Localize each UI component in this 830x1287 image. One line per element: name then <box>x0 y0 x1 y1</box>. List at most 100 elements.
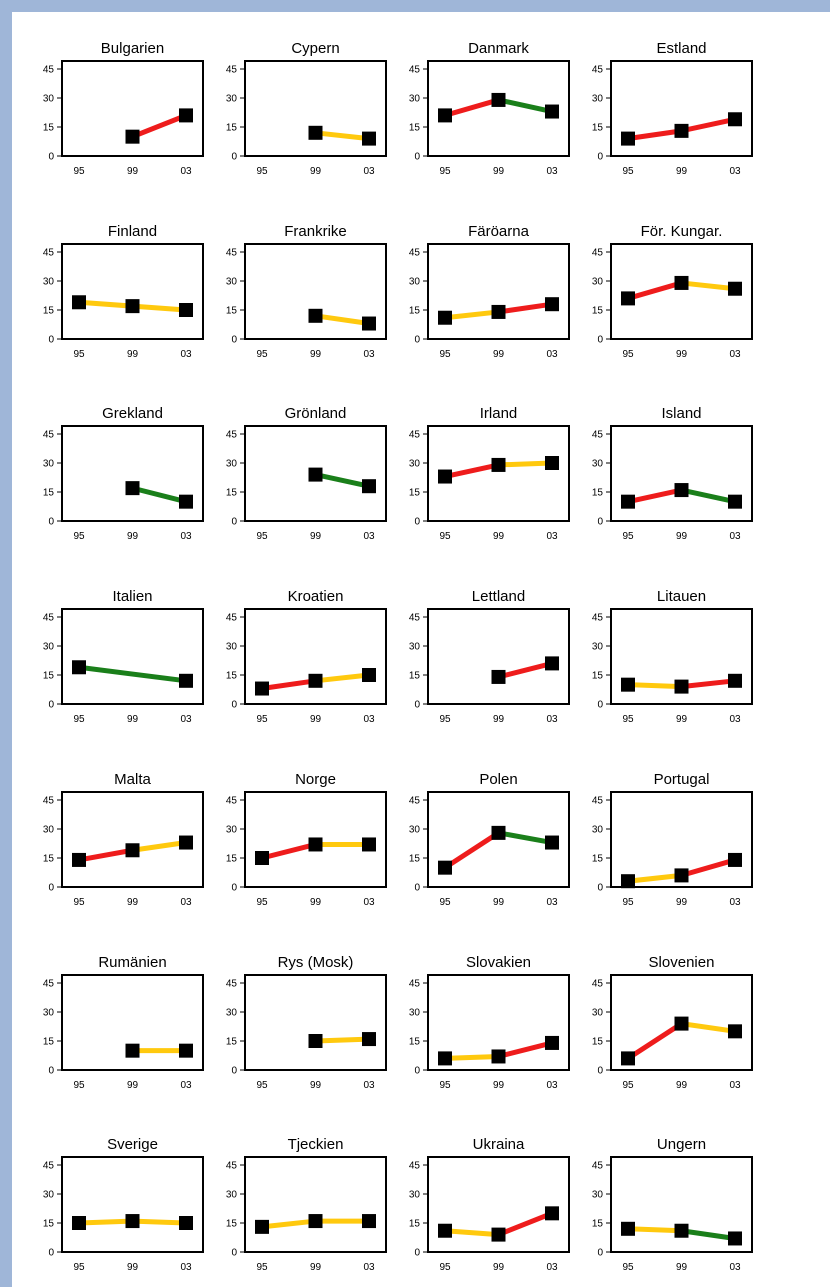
data-point-marker <box>728 673 742 688</box>
x-tick-label: 99 <box>493 897 505 908</box>
y-tick-label: 0 <box>414 152 420 163</box>
data-point-marker <box>179 1043 193 1058</box>
series-segment <box>625 1021 684 1061</box>
y-tick-label: 0 <box>414 883 420 894</box>
x-tick-label: 03 <box>180 714 192 725</box>
x-tick-label: 95 <box>439 166 451 177</box>
series-segment <box>130 303 189 313</box>
panel-title: Norge <box>295 771 336 788</box>
panel-tjeckien: Tjeckien 0 15 30 45 95 99 03 <box>226 1136 387 1273</box>
data-point-marker <box>728 852 742 867</box>
x-tick-label: 95 <box>256 714 268 725</box>
panel-polen: Polen 0 15 30 45 95 99 03 <box>409 771 570 908</box>
y-tick-label: 30 <box>226 459 238 470</box>
x-tick-label: 95 <box>439 714 451 725</box>
y-tick-label: 30 <box>592 94 604 105</box>
panel-kroatien: Kroatien 0 15 30 45 95 99 03 <box>226 588 387 725</box>
y-tick-label: 0 <box>231 1248 237 1259</box>
y-tick-label: 15 <box>592 854 604 865</box>
y-tick-label: 30 <box>226 825 238 836</box>
y-tick-label: 0 <box>414 1066 420 1077</box>
panel-slovakien: Slovakien 0 15 30 45 95 99 03 <box>409 954 570 1091</box>
series-segment <box>442 462 501 480</box>
x-tick-label: 95 <box>439 349 451 360</box>
plot-frame <box>427 60 570 157</box>
plot-frame <box>610 243 753 340</box>
data-point-marker <box>255 851 269 865</box>
plot-frame <box>61 791 204 888</box>
x-tick-label: 99 <box>310 897 322 908</box>
series-segment <box>679 116 738 134</box>
panel-title: Kroatien <box>288 588 344 605</box>
data-point-marker <box>179 494 193 509</box>
y-tick-label: 15 <box>226 1037 238 1048</box>
data-point-marker <box>491 669 506 684</box>
data-point-marker <box>621 1221 635 1236</box>
y-tick-label: 0 <box>597 1248 603 1259</box>
data-point-marker <box>728 1231 742 1246</box>
data-point-marker <box>255 681 269 696</box>
plot-frame <box>427 608 570 705</box>
panel-title: Island <box>661 405 701 422</box>
panel-title: Danmark <box>468 40 529 57</box>
plot-frame <box>427 1156 570 1253</box>
x-tick-label: 95 <box>256 1080 268 1091</box>
x-tick-label: 03 <box>363 531 375 542</box>
x-tick-label: 95 <box>622 714 634 725</box>
panel-title: Italien <box>112 588 152 605</box>
y-tick-label: 15 <box>592 123 604 134</box>
y-tick-label: 15 <box>226 1219 238 1230</box>
data-point-marker <box>491 825 506 840</box>
data-point-marker <box>545 456 559 470</box>
y-tick-label: 45 <box>226 613 238 624</box>
y-tick-label: 0 <box>414 700 420 711</box>
data-point-marker <box>362 1214 376 1229</box>
y-tick-label: 15 <box>226 671 238 682</box>
series-segment <box>76 299 135 309</box>
x-tick-label: 99 <box>127 1262 139 1273</box>
panel-frankrike: Frankrike 0 15 30 45 95 99 03 <box>226 223 387 360</box>
data-point-marker <box>674 868 689 883</box>
y-tick-label: 15 <box>409 854 421 865</box>
y-tick-label: 0 <box>597 152 603 163</box>
data-point-marker <box>728 281 742 296</box>
plot-frame <box>244 974 387 1071</box>
y-tick-label: 0 <box>48 152 54 163</box>
x-tick-label: 99 <box>310 531 322 542</box>
x-tick-label: 03 <box>729 714 741 725</box>
x-tick-label: 03 <box>180 1080 192 1091</box>
x-tick-label: 03 <box>363 897 375 908</box>
y-tick-label: 0 <box>231 335 237 346</box>
series-segment <box>625 280 684 301</box>
y-tick-label: 30 <box>43 1190 55 1201</box>
data-point-marker <box>179 1216 193 1230</box>
plot-frame <box>61 243 204 340</box>
y-tick-label: 30 <box>592 642 604 653</box>
x-tick-label: 03 <box>363 1262 375 1273</box>
data-point-marker <box>438 310 452 325</box>
x-tick-label: 95 <box>73 531 85 542</box>
x-tick-label: 95 <box>73 1080 85 1091</box>
x-tick-label: 03 <box>363 349 375 360</box>
series-segment <box>496 830 555 846</box>
x-tick-label: 99 <box>127 531 139 542</box>
series-segment <box>442 830 501 871</box>
data-point-marker <box>674 123 689 138</box>
x-tick-label: 99 <box>127 714 139 725</box>
data-point-marker <box>362 316 376 331</box>
x-tick-label: 95 <box>439 1262 451 1273</box>
panel-malta: Malta 0 15 30 45 95 99 03 <box>43 771 204 908</box>
series-segment <box>625 682 684 690</box>
panel-ukraina: Ukraina 0 15 30 45 95 99 03 <box>409 1136 570 1273</box>
data-point-marker <box>438 1223 452 1238</box>
series-segment <box>130 840 189 853</box>
data-point-marker <box>179 835 193 850</box>
y-tick-label: 0 <box>48 517 54 528</box>
panel-rumänien: Rumänien 0 15 30 45 95 99 03 <box>43 954 204 1091</box>
panel-title: Rumänien <box>98 954 166 971</box>
y-tick-label: 0 <box>48 1066 54 1077</box>
series-segment <box>496 301 555 315</box>
plot-frame <box>244 60 387 157</box>
plot-frame <box>610 425 753 522</box>
plot-frame <box>244 1156 387 1253</box>
